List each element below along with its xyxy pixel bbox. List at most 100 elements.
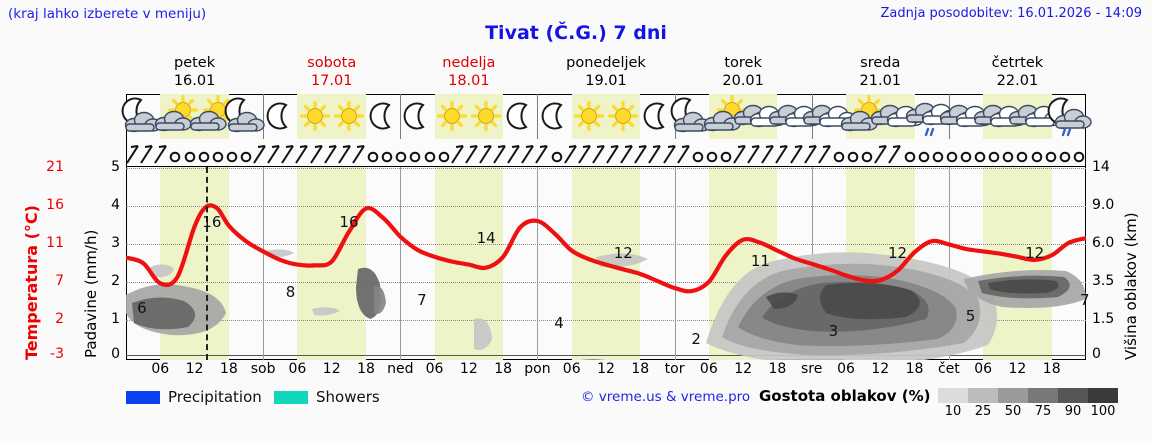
wind-calm-icon xyxy=(1069,141,1089,165)
sun-icon xyxy=(315,95,383,138)
vertical-gridline-1 xyxy=(263,167,265,360)
wind-calm-icon xyxy=(970,141,990,165)
wind-strip-divider xyxy=(126,166,1086,167)
precipitation-axis-title: Padavine (mm/h) xyxy=(64,168,100,363)
wind-barb-icon xyxy=(349,141,369,165)
wind-calm-icon xyxy=(956,141,976,165)
horizontal-gridline-1 xyxy=(126,206,1086,207)
moon-icon xyxy=(623,95,691,138)
wind-barb-icon xyxy=(335,141,355,165)
wind-calm-icon xyxy=(420,141,440,165)
wind-calm-icon xyxy=(180,141,200,165)
temperature-value-label: 14 xyxy=(476,228,496,247)
x-tick-pon: pon xyxy=(524,361,551,377)
wind-barb-icon xyxy=(730,141,750,165)
wind-barb-icon xyxy=(321,141,341,165)
wind-barb-icon xyxy=(758,141,778,165)
day-header-5: sreda 21.01 xyxy=(812,54,949,90)
day-header-3: ponedeljek 19.01 xyxy=(537,54,674,90)
wind-barb-icon xyxy=(307,141,327,165)
wind-barb-icon xyxy=(575,141,595,165)
temperature-tick-0: 21 xyxy=(46,159,64,175)
x-tick-06: 06 xyxy=(288,361,307,377)
sun-cloud-icon xyxy=(692,94,760,138)
moon-icon xyxy=(246,95,314,138)
cloud-height-tick-4: 1.5 xyxy=(1092,311,1115,327)
cloud-density-tick-90: 90 xyxy=(1064,404,1082,419)
moon-cloud-icon xyxy=(109,95,177,138)
legend-row: Precipitation Showers © vreme.us & vreme… xyxy=(126,387,1146,427)
precipitation-tick-4: 1 xyxy=(111,311,120,327)
vertical-gridline-2 xyxy=(400,167,402,360)
location-menu-note[interactable]: (kraj lahko izberete v meniju) xyxy=(8,6,207,22)
day-name: četrtek xyxy=(991,55,1044,71)
day-header-6: četrtek 22.01 xyxy=(949,54,1086,90)
day-date: 22.01 xyxy=(996,73,1039,89)
showers-swatch xyxy=(274,391,308,404)
x-tick-18: 18 xyxy=(219,361,238,377)
wind-calm-icon xyxy=(998,141,1018,165)
day-name: petek xyxy=(174,55,216,71)
wind-barb-icon xyxy=(448,141,468,165)
cloud-density-swatch-75 xyxy=(1028,388,1058,403)
wind-calm-icon xyxy=(984,141,1004,165)
day-separator-1 xyxy=(263,94,265,139)
wind-calm-icon xyxy=(688,141,708,165)
day-name: nedelja xyxy=(442,55,496,71)
day-header-1: sobota 17.01 xyxy=(263,54,400,90)
precipitation-tick-0: 5 xyxy=(111,159,120,175)
horizontal-gridline-5 xyxy=(126,355,1086,356)
moon-icon xyxy=(349,95,417,138)
wind-barb-icon xyxy=(278,141,298,165)
day-name: sreda xyxy=(860,55,901,71)
page-title: Tivat (Č.G.) 7 dni xyxy=(485,22,667,44)
wind-barb-icon xyxy=(490,141,510,165)
temperature-value-label: 12 xyxy=(1025,244,1045,263)
wind-calm-icon xyxy=(208,141,228,165)
x-tick-sob: sob xyxy=(250,361,276,377)
vertical-gridline-4 xyxy=(674,167,676,360)
wind-calm-icon xyxy=(857,141,877,165)
wind-barb-icon xyxy=(589,141,609,165)
x-tick-06: 06 xyxy=(974,361,993,377)
temperature-value-label: 3 xyxy=(828,322,839,341)
temperature-cloud-graph: 6 16 8 16 7 14 4 12 2 11 3 12 5 12 7 xyxy=(126,167,1090,360)
temperature-value-label: 6 xyxy=(137,298,147,317)
wind-barb-icon xyxy=(660,141,680,165)
day-name: ponedeljek xyxy=(566,55,646,71)
temperature-tick-1: 16 xyxy=(46,197,64,213)
copyright-link[interactable]: © vreme.us & vreme.pro xyxy=(581,389,751,405)
cloud-density-legend-title: Gostota oblakov (%) xyxy=(759,387,931,405)
cloud-height-tick-5: 0 xyxy=(1092,346,1101,362)
wind-calm-icon xyxy=(702,141,722,165)
wind-barb-icon xyxy=(772,141,792,165)
x-tick-12: 12 xyxy=(1008,361,1027,377)
wind-barb-icon xyxy=(744,141,764,165)
last-updated-text: Zadnja posodobitev: 16.01.2026 - 14:09 xyxy=(880,6,1142,21)
horizontal-gridline-0 xyxy=(126,168,1086,169)
x-tick-tor: tor xyxy=(664,361,685,377)
day-date: 21.01 xyxy=(859,73,902,89)
wind-calm-icon xyxy=(1055,141,1075,165)
wind-barb-icon xyxy=(123,141,143,165)
temperature-value-label: 7 xyxy=(417,291,427,310)
wind-calm-icon xyxy=(236,141,256,165)
x-tick-06: 06 xyxy=(151,361,170,377)
showers-legend-label: Showers xyxy=(316,388,380,406)
wind-barb-icon xyxy=(504,141,524,165)
sun-icon xyxy=(555,95,623,138)
precipitation-swatch xyxy=(126,391,160,404)
cloud-density-swatch-100 xyxy=(1088,388,1118,403)
day-date: 19.01 xyxy=(585,73,627,89)
wind-calm-icon xyxy=(165,141,185,165)
wind-barb-icon xyxy=(603,141,623,165)
wind-barb-icon xyxy=(815,141,835,165)
cloud-density-swatch-25 xyxy=(968,388,998,403)
wind-barb-icon xyxy=(250,141,270,165)
wind-barb-icon xyxy=(617,141,637,165)
x-tick-ned: ned xyxy=(387,361,414,377)
x-tick-12: 12 xyxy=(871,361,890,377)
wind-calm-icon xyxy=(405,141,425,165)
day-header-4: torek 20.01 xyxy=(675,54,812,90)
wind-calm-icon xyxy=(900,141,920,165)
